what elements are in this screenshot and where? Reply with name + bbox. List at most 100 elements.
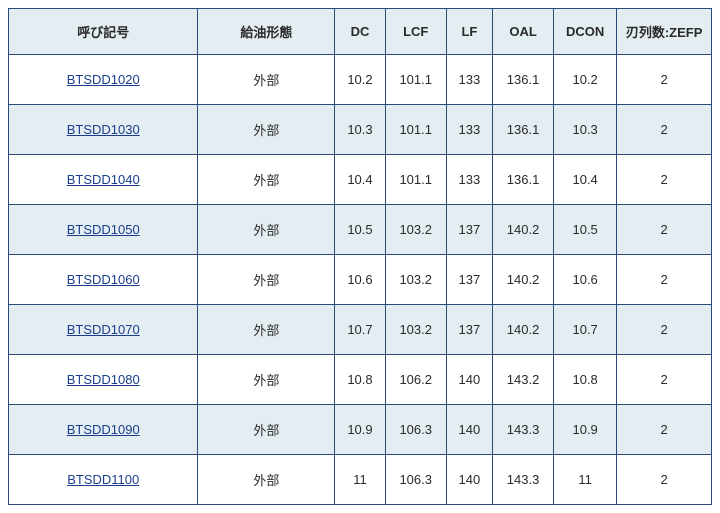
- cell-zefp: 2: [617, 305, 712, 355]
- cell-lf: 140: [446, 405, 492, 455]
- col-header-zefp: 刃列数:ZEFP: [617, 9, 712, 55]
- cell-lube: 外部: [198, 105, 335, 155]
- cell-model: BTSDD1060: [9, 255, 198, 305]
- cell-zefp: 2: [617, 205, 712, 255]
- cell-lube: 外部: [198, 205, 335, 255]
- model-link[interactable]: BTSDD1090: [67, 422, 140, 437]
- cell-dc: 11: [335, 455, 386, 505]
- cell-model: BTSDD1070: [9, 305, 198, 355]
- cell-dc: 10.6: [335, 255, 386, 305]
- cell-lube: 外部: [198, 355, 335, 405]
- table-row: BTSDD1040外部10.4101.1133136.110.42: [9, 155, 712, 205]
- cell-lcf: 101.1: [385, 105, 446, 155]
- cell-zefp: 2: [617, 155, 712, 205]
- table-row: BTSDD1090外部10.9106.3140143.310.92: [9, 405, 712, 455]
- cell-dc: 10.4: [335, 155, 386, 205]
- cell-lcf: 103.2: [385, 255, 446, 305]
- cell-lf: 133: [446, 55, 492, 105]
- cell-lube: 外部: [198, 255, 335, 305]
- model-link[interactable]: BTSDD1100: [67, 472, 139, 487]
- table-row: BTSDD1080外部10.8106.2140143.210.82: [9, 355, 712, 405]
- cell-lf: 140: [446, 355, 492, 405]
- cell-lf: 137: [446, 205, 492, 255]
- model-link[interactable]: BTSDD1080: [67, 372, 140, 387]
- cell-zefp: 2: [617, 455, 712, 505]
- cell-dc: 10.7: [335, 305, 386, 355]
- cell-dcon: 10.5: [554, 205, 617, 255]
- header-row: 呼び記号 給油形態 DC LCF LF OAL DCON 刃列数:ZEFP: [9, 9, 712, 55]
- cell-lf: 133: [446, 155, 492, 205]
- cell-oal: 143.3: [493, 405, 554, 455]
- cell-model: BTSDD1090: [9, 405, 198, 455]
- cell-dcon: 10.7: [554, 305, 617, 355]
- cell-oal: 143.3: [493, 455, 554, 505]
- cell-dc: 10.9: [335, 405, 386, 455]
- cell-lcf: 101.1: [385, 55, 446, 105]
- cell-model: BTSDD1040: [9, 155, 198, 205]
- cell-lcf: 106.3: [385, 405, 446, 455]
- col-header-dc: DC: [335, 9, 386, 55]
- cell-oal: 140.2: [493, 305, 554, 355]
- table-row: BTSDD1100外部11106.3140143.3112: [9, 455, 712, 505]
- cell-lcf: 103.2: [385, 305, 446, 355]
- cell-model: BTSDD1030: [9, 105, 198, 155]
- cell-lcf: 106.2: [385, 355, 446, 405]
- col-header-lcf: LCF: [385, 9, 446, 55]
- model-link[interactable]: BTSDD1040: [67, 172, 140, 187]
- cell-dcon: 10.4: [554, 155, 617, 205]
- cell-model: BTSDD1050: [9, 205, 198, 255]
- cell-dc: 10.5: [335, 205, 386, 255]
- cell-zefp: 2: [617, 55, 712, 105]
- cell-lube: 外部: [198, 455, 335, 505]
- cell-oal: 143.2: [493, 355, 554, 405]
- cell-dcon: 11: [554, 455, 617, 505]
- col-header-oal: OAL: [493, 9, 554, 55]
- spec-table: 呼び記号 給油形態 DC LCF LF OAL DCON 刃列数:ZEFP BT…: [8, 8, 712, 505]
- cell-zefp: 2: [617, 355, 712, 405]
- cell-dcon: 10.9: [554, 405, 617, 455]
- cell-dcon: 10.8: [554, 355, 617, 405]
- cell-oal: 140.2: [493, 205, 554, 255]
- table-row: BTSDD1050外部10.5103.2137140.210.52: [9, 205, 712, 255]
- cell-lf: 133: [446, 105, 492, 155]
- cell-dc: 10.2: [335, 55, 386, 105]
- cell-lube: 外部: [198, 55, 335, 105]
- cell-dcon: 10.2: [554, 55, 617, 105]
- model-link[interactable]: BTSDD1050: [67, 222, 140, 237]
- table-row: BTSDD1020外部10.2101.1133136.110.22: [9, 55, 712, 105]
- cell-lube: 外部: [198, 405, 335, 455]
- cell-zefp: 2: [617, 405, 712, 455]
- cell-dcon: 10.3: [554, 105, 617, 155]
- cell-lube: 外部: [198, 155, 335, 205]
- cell-model: BTSDD1080: [9, 355, 198, 405]
- col-header-model: 呼び記号: [9, 9, 198, 55]
- model-link[interactable]: BTSDD1070: [67, 322, 140, 337]
- model-link[interactable]: BTSDD1030: [67, 122, 140, 137]
- cell-zefp: 2: [617, 105, 712, 155]
- table-row: BTSDD1070外部10.7103.2137140.210.72: [9, 305, 712, 355]
- cell-lf: 137: [446, 305, 492, 355]
- cell-lf: 140: [446, 455, 492, 505]
- cell-oal: 140.2: [493, 255, 554, 305]
- cell-dcon: 10.6: [554, 255, 617, 305]
- model-link[interactable]: BTSDD1020: [67, 72, 140, 87]
- cell-dc: 10.3: [335, 105, 386, 155]
- cell-oal: 136.1: [493, 55, 554, 105]
- model-link[interactable]: BTSDD1060: [67, 272, 140, 287]
- cell-model: BTSDD1100: [9, 455, 198, 505]
- col-header-dcon: DCON: [554, 9, 617, 55]
- cell-model: BTSDD1020: [9, 55, 198, 105]
- col-header-lf: LF: [446, 9, 492, 55]
- table-row: BTSDD1030外部10.3101.1133136.110.32: [9, 105, 712, 155]
- cell-lcf: 106.3: [385, 455, 446, 505]
- cell-oal: 136.1: [493, 105, 554, 155]
- cell-lf: 137: [446, 255, 492, 305]
- cell-lcf: 101.1: [385, 155, 446, 205]
- cell-lube: 外部: [198, 305, 335, 355]
- cell-lcf: 103.2: [385, 205, 446, 255]
- table-body: BTSDD1020外部10.2101.1133136.110.22BTSDD10…: [9, 55, 712, 505]
- col-header-lube: 給油形態: [198, 9, 335, 55]
- cell-oal: 136.1: [493, 155, 554, 205]
- cell-dc: 10.8: [335, 355, 386, 405]
- cell-zefp: 2: [617, 255, 712, 305]
